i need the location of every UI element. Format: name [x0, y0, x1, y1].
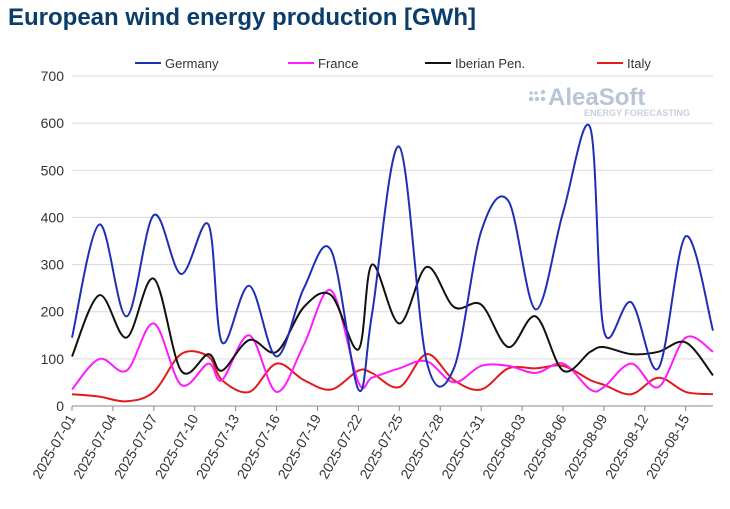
y-tick-label: 0	[56, 398, 64, 414]
x-tick-label: 2025-08-15	[643, 411, 693, 481]
series-line-france	[71, 289, 714, 393]
series-line-iberian-pen	[71, 263, 714, 377]
y-tick-label: 500	[41, 162, 65, 178]
axes: 01002003004005006007002025-07-012025-07-…	[29, 68, 692, 482]
series-lines	[71, 123, 714, 403]
legend-label: Germany	[165, 56, 219, 71]
y-tick-label: 200	[41, 304, 65, 320]
y-tick-label: 700	[41, 68, 65, 84]
watermark: AleaSoft ENERGY FORECASTING	[528, 84, 690, 118]
legend-label: France	[318, 56, 358, 71]
legend: Germany France Iberian Pen. Italy	[135, 56, 651, 71]
y-tick-label: 300	[41, 257, 65, 273]
aleasoft-logo-icon	[528, 89, 546, 102]
y-tick-label: 600	[41, 115, 65, 131]
series-line-italy	[71, 350, 714, 403]
chart-title: European wind energy production [GWh]	[8, 4, 476, 31]
watermark-tagline: ENERGY FORECASTING	[584, 108, 690, 118]
y-tick-label: 100	[41, 351, 65, 367]
legend-label: Iberian Pen.	[455, 56, 525, 71]
series-line-germany	[71, 123, 714, 393]
legend-label: Italy	[627, 56, 651, 71]
y-tick-label: 400	[41, 209, 65, 225]
watermark-brand: AleaSoft	[548, 84, 645, 111]
